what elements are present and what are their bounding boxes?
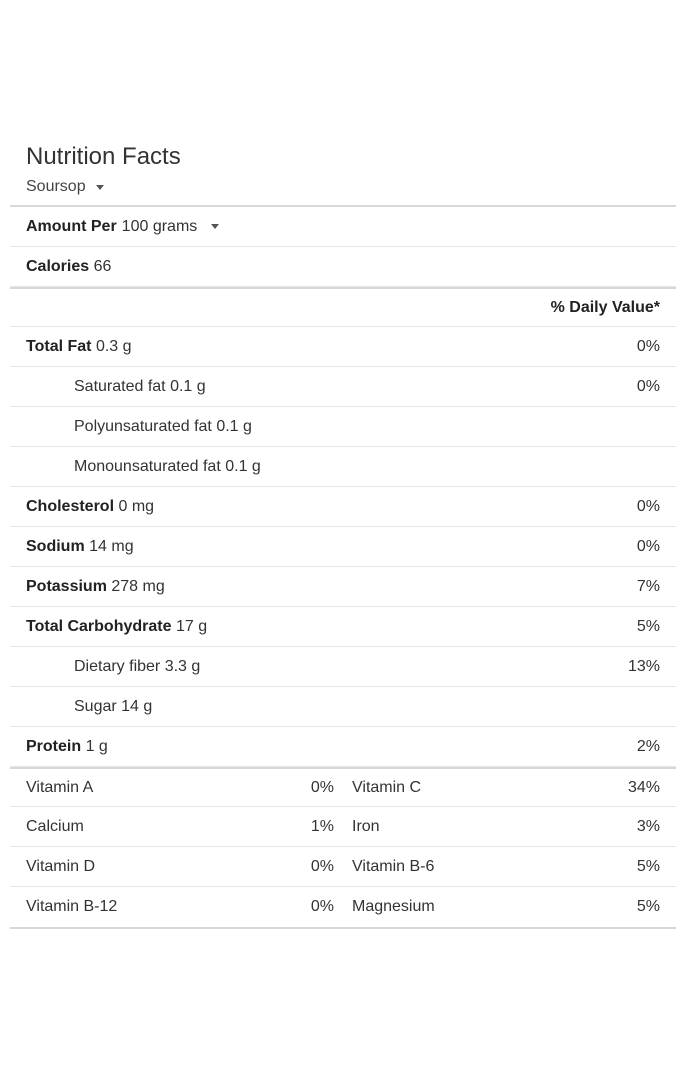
nutrient-amount: 14 g	[121, 697, 153, 715]
nutrient-label: Total Carbohydrate	[26, 617, 172, 635]
nutrient-label: Cholesterol	[26, 497, 115, 515]
vitamin-row: Vitamin A 0% Vitamin C 34%	[10, 767, 676, 807]
nutrient-dv: 7%	[636, 577, 660, 595]
nutrient-label: Dietary fiber	[74, 657, 161, 675]
nutrient-row-monounsaturated-fat: Monounsaturated fat 0.1 g	[10, 447, 676, 487]
nutrient-label: Monounsaturated fat	[74, 457, 221, 475]
serving-amount: 100 grams	[121, 217, 198, 235]
food-name: Soursop	[26, 178, 86, 195]
daily-value-header: % Daily Value*	[550, 298, 660, 316]
vitamin-row: Calcium 1% Iron 3%	[10, 807, 676, 847]
nutrient-label: Polyunsaturated fat	[74, 417, 212, 435]
nutrient-amount: 278 mg	[111, 577, 165, 595]
food-selector[interactable]: Soursop	[26, 174, 676, 200]
vitamin-name: Vitamin C	[352, 778, 422, 796]
nutrient-dv: 5%	[636, 617, 660, 635]
nutrient-label: Potassium	[26, 577, 107, 595]
nutrient-row-saturated-fat: Saturated fat 0.1 g 0%	[10, 367, 676, 407]
vitamin-dv: 3%	[636, 817, 660, 835]
vitamin-dv: 1%	[310, 817, 334, 835]
chevron-down-icon[interactable]	[95, 184, 104, 190]
nutrient-label: Sodium	[26, 537, 85, 555]
nutrient-row-total-fat: Total Fat 0.3 g 0%	[10, 327, 676, 367]
nutrient-label: Sugar	[74, 697, 117, 715]
daily-value-header-row: % Daily Value*	[10, 287, 676, 327]
vitamin-name: Vitamin B-6	[352, 857, 435, 875]
nutrient-label: Saturated fat	[74, 377, 166, 395]
nutrient-dv: 13%	[627, 657, 660, 675]
calories-value: 66	[93, 257, 112, 275]
vitamin-dv: 0%	[310, 857, 334, 875]
nutrient-dv: 2%	[636, 737, 660, 755]
vitamin-dv: 0%	[310, 778, 334, 796]
nutrient-amount: 0.1 g	[216, 417, 252, 435]
nutrient-row-polyunsaturated-fat: Polyunsaturated fat 0.1 g	[10, 407, 676, 447]
vitamin-row: Vitamin D 0% Vitamin B-6 5%	[10, 847, 676, 887]
nutrient-label: Total Fat	[26, 337, 92, 355]
vitamin-dv: 0%	[310, 898, 334, 915]
nutrient-dv: 0%	[636, 537, 660, 555]
vitamin-name: Magnesium	[352, 898, 435, 915]
nutrient-label: Protein	[26, 737, 82, 755]
nutrient-amount: 17 g	[175, 617, 208, 635]
calories-label: Calories	[26, 257, 90, 275]
nutrient-row-dietary-fiber: Dietary fiber 3.3 g 13%	[10, 647, 676, 687]
nutrient-dv: 0%	[636, 377, 660, 395]
calories-row: Calories 66	[10, 247, 676, 287]
nutrient-dv: 0%	[636, 497, 660, 515]
nutrient-amount: 14 mg	[89, 537, 134, 555]
vitamin-dv: 5%	[636, 857, 660, 875]
vitamin-name: Vitamin A	[26, 778, 94, 796]
nutrition-table: Amount Per 100 grams Calories 66 % Daily…	[10, 205, 676, 929]
vitamin-name: Iron	[352, 817, 380, 835]
page-title: Nutrition Facts	[26, 143, 181, 170]
nutrient-row-sodium: Sodium 14 mg 0%	[10, 527, 676, 567]
nutrient-amount: 0.1 g	[170, 377, 206, 395]
vitamin-name: Vitamin B-12	[26, 898, 118, 915]
vitamin-name: Calcium	[26, 817, 84, 835]
nutrient-dv: 0%	[636, 337, 660, 355]
nutrient-row-potassium: Potassium 278 mg 7%	[10, 567, 676, 607]
nutrient-amount: 1 g	[85, 737, 108, 755]
nutrient-row-total-carbohydrate: Total Carbohydrate 17 g 5%	[10, 607, 676, 647]
vitamin-dv: 34%	[627, 778, 660, 796]
chevron-down-icon[interactable]	[211, 224, 220, 229]
nutrient-amount: 0.1 g	[225, 457, 261, 475]
nutrient-amount: 3.3 g	[164, 657, 201, 675]
vitamin-row: Vitamin B-12 0% Magnesium 5%	[10, 887, 676, 927]
nutrient-amount: 0.3 g	[95, 337, 132, 355]
nutrition-facts-card: Nutrition Facts Soursop Amount Per 100 g…	[10, 140, 676, 929]
nutrient-row-sugar: Sugar 14 g	[10, 687, 676, 727]
vitamin-name: Vitamin D	[26, 857, 96, 875]
nutrient-amount: 0 mg	[118, 497, 155, 515]
serving-size-row[interactable]: Amount Per 100 grams	[10, 207, 676, 247]
vitamin-dv: 5%	[636, 898, 660, 915]
serving-label: Amount Per	[26, 217, 117, 235]
nutrient-row-cholesterol: Cholesterol 0 mg 0%	[10, 487, 676, 527]
nutrient-row-protein: Protein 1 g 2%	[10, 727, 676, 767]
